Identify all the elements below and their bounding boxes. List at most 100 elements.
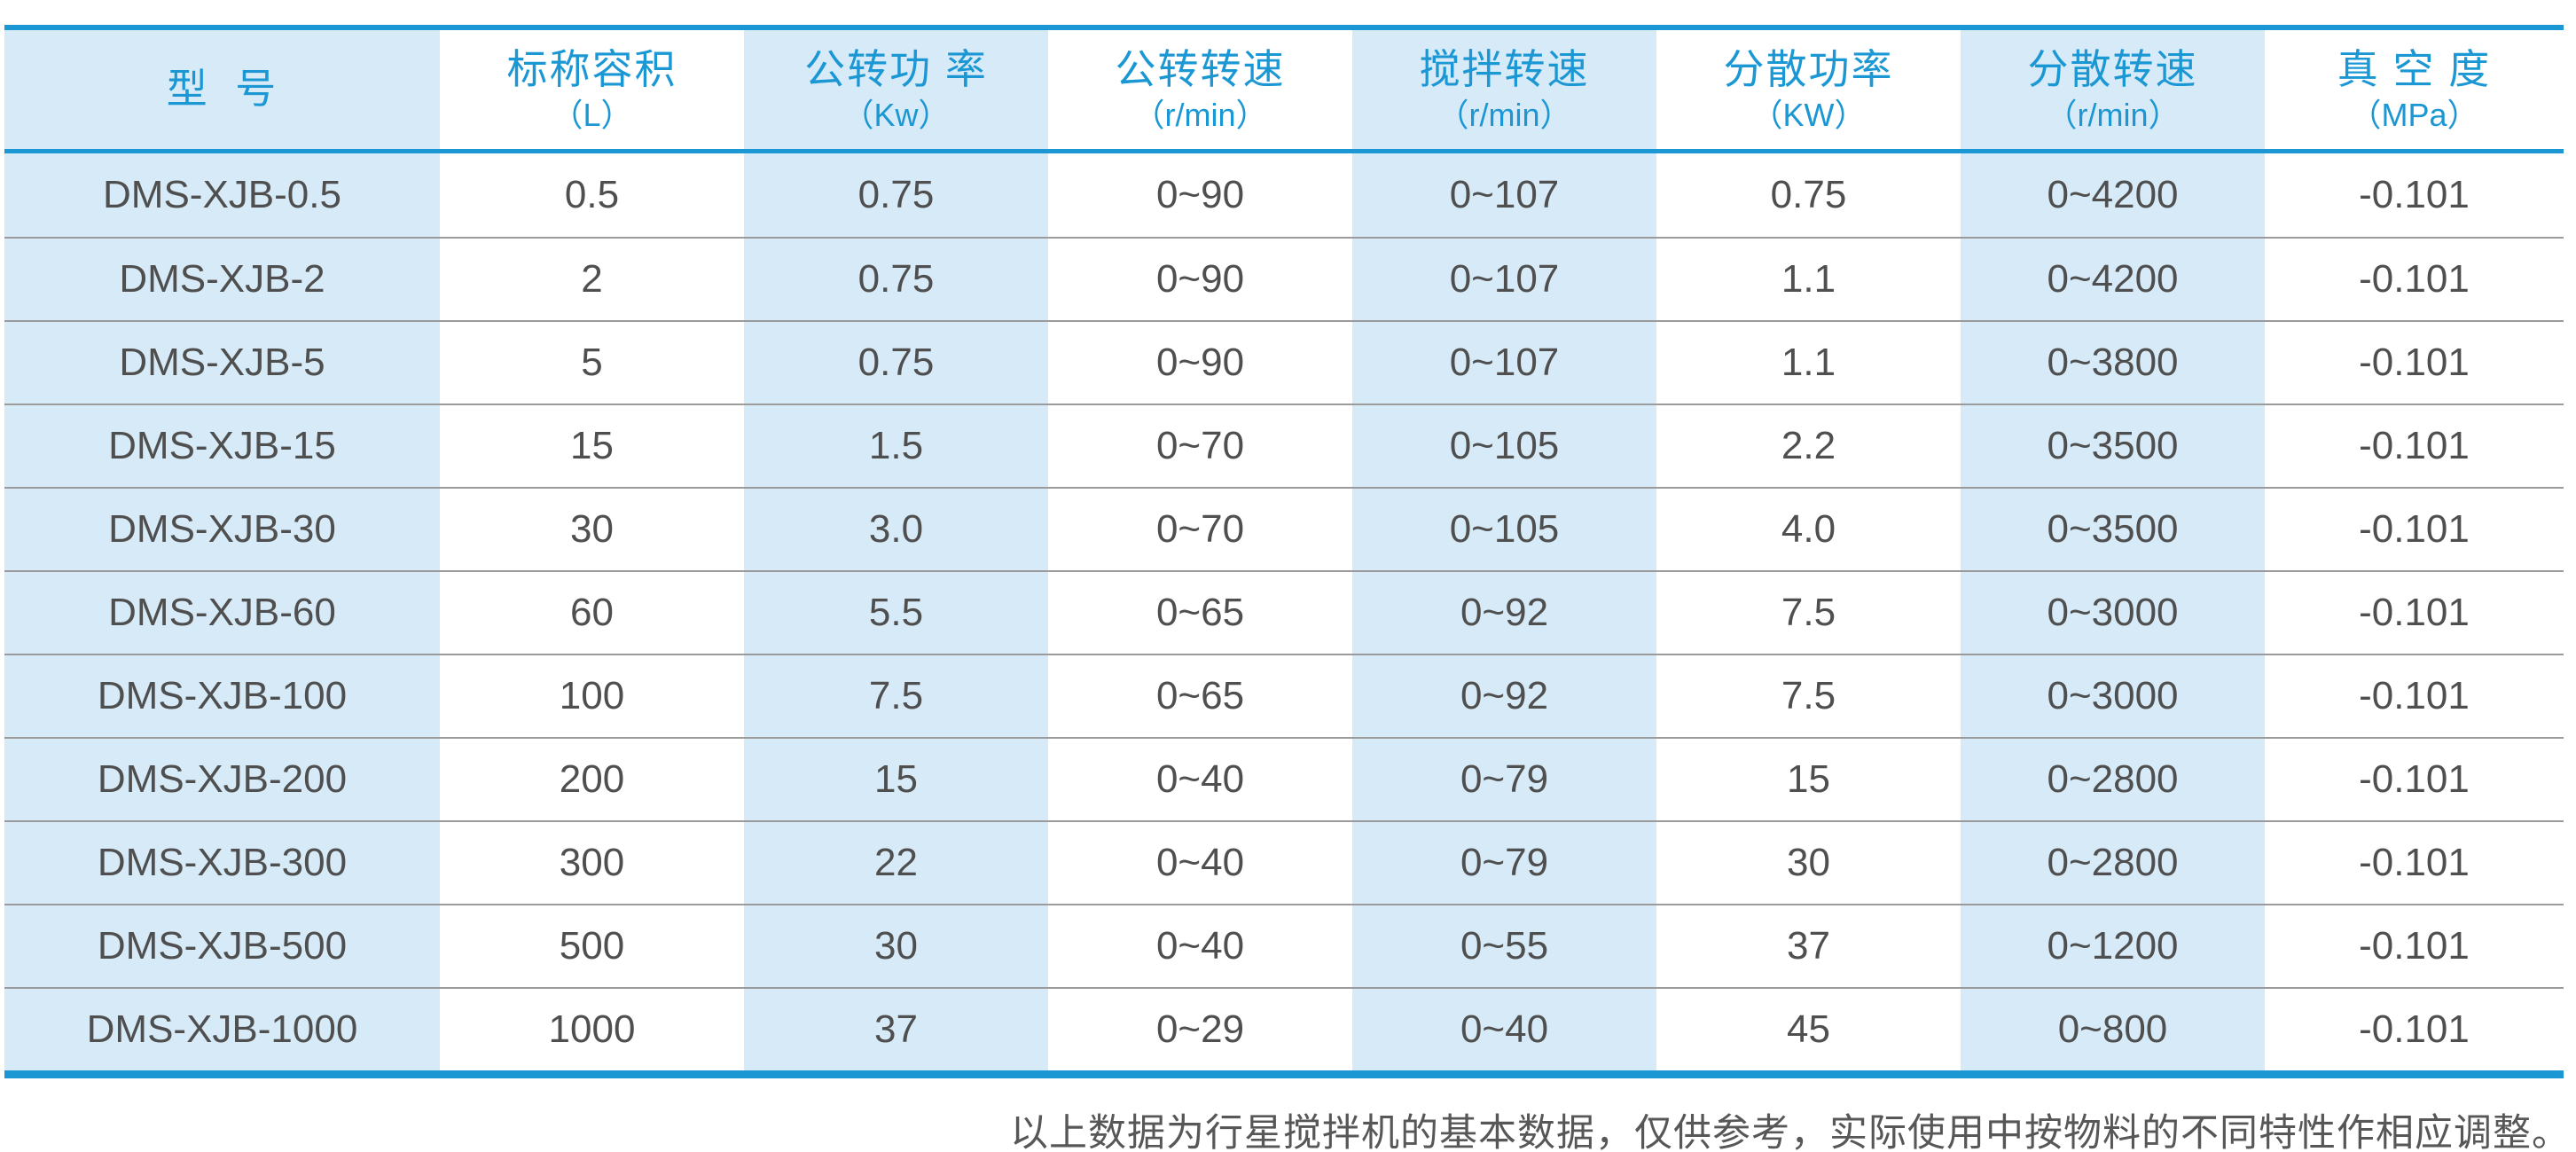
- model-cell: DMS-XJB-2: [4, 239, 440, 320]
- value-cell: 0~65: [1048, 655, 1352, 737]
- value-cell: 0~55: [1352, 905, 1656, 987]
- value-cell: 0~105: [1352, 489, 1656, 570]
- value-cell: 0~2800: [1961, 739, 2265, 820]
- table-row: DMS-XJB-0.5 0.5 0.75 0~90 0~107 0.75 0~4200 -0.…: [4, 153, 2564, 237]
- value-cell: -0.101: [2265, 405, 2564, 487]
- model-cell: DMS-XJB-500: [4, 905, 440, 987]
- value-cell: 0.75: [1656, 153, 1961, 237]
- model-cell: DMS-XJB-30: [4, 489, 440, 570]
- value-cell: 1000: [440, 989, 744, 1070]
- value-cell: 60: [440, 572, 744, 654]
- value-cell: 15: [440, 405, 744, 487]
- model-cell: DMS-XJB-200: [4, 739, 440, 820]
- value-cell: 7.5: [744, 655, 1048, 737]
- column-header-stirring-speed: 搅拌转速 （r/min）: [1352, 30, 1656, 149]
- value-cell: 0~3800: [1961, 322, 2265, 404]
- value-cell: -0.101: [2265, 905, 2564, 987]
- value-cell: 37: [1656, 905, 1961, 987]
- value-cell: 0~2800: [1961, 822, 2265, 904]
- value-cell: 0~3500: [1961, 405, 2265, 487]
- model-cell: DMS-XJB-60: [4, 572, 440, 654]
- value-cell: 0~70: [1048, 489, 1352, 570]
- value-cell: 0~70: [1048, 405, 1352, 487]
- column-unit: （KW）: [1750, 97, 1867, 134]
- value-cell: -0.101: [2265, 989, 2564, 1070]
- value-cell: 15: [1656, 739, 1961, 820]
- value-cell: 0~65: [1048, 572, 1352, 654]
- column-unit: （r/min）: [1132, 97, 1268, 134]
- value-cell: 0~92: [1352, 572, 1656, 654]
- value-cell: 500: [440, 905, 744, 987]
- value-cell: 0.75: [744, 322, 1048, 404]
- spec-table: 型 号 标称容积 （L） 公转功 率 （Kw） 公转转速 （r/min） 搅拌转…: [4, 25, 2564, 1078]
- value-cell: -0.101: [2265, 655, 2564, 737]
- column-header-model: 型 号: [4, 30, 440, 149]
- value-cell: 0~4200: [1961, 239, 2265, 320]
- value-cell: -0.101: [2265, 153, 2564, 237]
- model-cell: DMS-XJB-15: [4, 405, 440, 487]
- value-cell: 0.5: [440, 153, 744, 237]
- value-cell: -0.101: [2265, 822, 2564, 904]
- value-cell: 5: [440, 322, 744, 404]
- column-title: 公转功 率: [804, 45, 988, 92]
- column-unit: （MPa）: [2349, 97, 2479, 134]
- column-title: 分散功率: [1723, 45, 1894, 92]
- column-unit: （Kw）: [842, 97, 951, 134]
- value-cell: -0.101: [2265, 322, 2564, 404]
- value-cell: 1.1: [1656, 322, 1961, 404]
- column-header-dispersion-speed: 分散转速 （r/min）: [1961, 30, 2265, 149]
- table-row: DMS-XJB-15 15 1.5 0~70 0~105 2.2 0~3500 -0.101: [4, 404, 2564, 487]
- value-cell: 0~3500: [1961, 489, 2265, 570]
- value-cell: 22: [744, 822, 1048, 904]
- value-cell: 0~79: [1352, 739, 1656, 820]
- value-cell: 300: [440, 822, 744, 904]
- value-cell: 0~90: [1048, 153, 1352, 237]
- column-header-revolution-speed: 公转转速 （r/min）: [1048, 30, 1352, 149]
- value-cell: 0.75: [744, 153, 1048, 237]
- value-cell: 0~800: [1961, 989, 2265, 1070]
- value-cell: 7.5: [1656, 572, 1961, 654]
- footnote-text: 以上数据为行星搅拌机的基本数据，仅供参考，实际使用中按物料的不同特性作相应调整。: [1010, 1113, 2571, 1152]
- value-cell: 0~92: [1352, 655, 1656, 737]
- table-row: DMS-XJB-200 200 15 0~40 0~79 15 0~2800 -0.101: [4, 737, 2564, 820]
- value-cell: -0.101: [2265, 239, 2564, 320]
- value-cell: 3.0: [744, 489, 1048, 570]
- column-title: 公转转速: [1115, 45, 1286, 92]
- column-unit: （r/min）: [1437, 97, 1572, 134]
- column-header-revolution-power: 公转功 率 （Kw）: [744, 30, 1048, 149]
- value-cell: 0~1200: [1961, 905, 2265, 987]
- model-cell: DMS-XJB-0.5: [4, 153, 440, 237]
- table-row: DMS-XJB-500 500 30 0~40 0~55 37 0~1200 -0.101: [4, 904, 2564, 987]
- value-cell: 15: [744, 739, 1048, 820]
- table-row: DMS-XJB-100 100 7.5 0~65 0~92 7.5 0~3000 -0.101: [4, 654, 2564, 737]
- value-cell: 37: [744, 989, 1048, 1070]
- value-cell: 0.75: [744, 239, 1048, 320]
- value-cell: 30: [744, 905, 1048, 987]
- value-cell: -0.101: [2265, 739, 2564, 820]
- column-title: 型 号: [166, 66, 278, 113]
- model-cell: DMS-XJB-300: [4, 822, 440, 904]
- column-header-dispersion-power: 分散功率 （KW）: [1656, 30, 1961, 149]
- value-cell: 100: [440, 655, 744, 737]
- table-header-row: 型 号 标称容积 （L） 公转功 率 （Kw） 公转转速 （r/min） 搅拌转…: [4, 30, 2564, 153]
- value-cell: 0~40: [1048, 905, 1352, 987]
- value-cell: 0~3000: [1961, 572, 2265, 654]
- value-cell: 0~4200: [1961, 153, 2265, 237]
- column-unit: （r/min）: [2045, 97, 2181, 134]
- table-row: DMS-XJB-2 2 0.75 0~90 0~107 1.1 0~4200 -0.101: [4, 237, 2564, 320]
- value-cell: 2.2: [1656, 405, 1961, 487]
- column-title: 搅拌转速: [1419, 45, 1590, 92]
- column-unit: （L）: [551, 97, 633, 134]
- table-row: DMS-XJB-1000 1000 37 0~29 0~40 45 0~800 -0.101: [4, 987, 2564, 1070]
- value-cell: 5.5: [744, 572, 1048, 654]
- value-cell: 1.5: [744, 405, 1048, 487]
- table-row: DMS-XJB-5 5 0.75 0~90 0~107 1.1 0~3800 -0.101: [4, 320, 2564, 404]
- table-body: DMS-XJB-0.5 0.5 0.75 0~90 0~107 0.75 0~4200 -0.…: [4, 153, 2564, 1070]
- value-cell: -0.101: [2265, 489, 2564, 570]
- table-row: DMS-XJB-30 30 3.0 0~70 0~105 4.0 0~3500 -0.101: [4, 487, 2564, 570]
- value-cell: 0~40: [1048, 739, 1352, 820]
- column-title: 真 空 度: [2337, 45, 2492, 92]
- value-cell: 0~90: [1048, 322, 1352, 404]
- value-cell: 0~3000: [1961, 655, 2265, 737]
